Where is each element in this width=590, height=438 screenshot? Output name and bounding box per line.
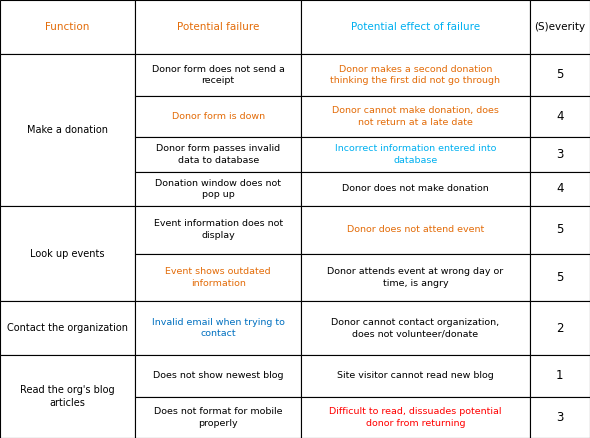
Text: 5: 5 [556, 68, 563, 81]
Text: Difficult to read, dissuades potential
donor from returning: Difficult to read, dissuades potential d… [329, 407, 502, 427]
Bar [135, 254, 301, 301]
Bar [135, 0, 301, 54]
Bar [135, 396, 301, 438]
Bar [135, 355, 301, 396]
Text: Donor cannot contact organization,
does not volunteer/donate: Donor cannot contact organization, does … [332, 318, 500, 339]
Bar [135, 301, 301, 355]
Text: Contact the organization: Contact the organization [7, 323, 128, 333]
Text: Look up events: Look up events [30, 248, 105, 258]
Bar [301, 301, 530, 355]
Bar [530, 254, 590, 301]
Bar [301, 95, 530, 137]
Text: Donor form does not send a
receipt: Donor form does not send a receipt [152, 64, 284, 85]
Text: Site visitor cannot read new blog: Site visitor cannot read new blog [337, 371, 494, 380]
Bar [530, 172, 590, 206]
Bar [0, 54, 135, 206]
Text: 1: 1 [556, 369, 563, 382]
Text: 3: 3 [556, 411, 563, 424]
Text: Incorrect information entered into
database: Incorrect information entered into datab… [335, 144, 496, 165]
Text: Event shows outdated
information: Event shows outdated information [165, 267, 271, 288]
Text: Donor form passes invalid
data to database: Donor form passes invalid data to databa… [156, 144, 280, 165]
Text: 2: 2 [556, 321, 563, 335]
Text: 4: 4 [556, 182, 563, 195]
Text: 5: 5 [556, 223, 563, 237]
Bar [0, 0, 135, 54]
Text: (S)everity: (S)everity [535, 22, 585, 32]
Text: Donation window does not
pop up: Donation window does not pop up [155, 179, 281, 199]
Text: Potential failure: Potential failure [177, 22, 260, 32]
Bar [301, 206, 530, 254]
Text: Event information does not
display: Event information does not display [153, 219, 283, 240]
Bar [530, 95, 590, 137]
Bar [135, 206, 301, 254]
Bar [530, 0, 590, 54]
Text: Invalid email when trying to
contact: Invalid email when trying to contact [152, 318, 284, 339]
Text: 5: 5 [556, 271, 563, 284]
Bar [301, 172, 530, 206]
Text: Donor attends event at wrong day or
time, is angry: Donor attends event at wrong day or time… [327, 267, 504, 288]
Bar [301, 0, 530, 54]
Text: Read the org's blog
articles: Read the org's blog articles [20, 385, 115, 408]
Text: Does not format for mobile
properly: Does not format for mobile properly [154, 407, 283, 427]
Text: Donor form is down: Donor form is down [172, 112, 265, 121]
Bar [135, 172, 301, 206]
Bar [0, 355, 135, 438]
Text: Function: Function [45, 22, 90, 32]
Bar [0, 206, 135, 301]
Bar [301, 355, 530, 396]
Text: Make a donation: Make a donation [27, 125, 108, 135]
Bar [301, 137, 530, 172]
Bar [530, 301, 590, 355]
Bar [135, 54, 301, 95]
Bar [530, 137, 590, 172]
Text: Does not show newest blog: Does not show newest blog [153, 371, 283, 380]
Bar [301, 254, 530, 301]
Bar [530, 355, 590, 396]
Text: Donor cannot make donation, does
not return at a late date: Donor cannot make donation, does not ret… [332, 106, 499, 127]
Text: Donor does not make donation: Donor does not make donation [342, 184, 489, 194]
Bar [530, 54, 590, 95]
Text: Donor makes a second donation
thinking the first did not go through: Donor makes a second donation thinking t… [330, 64, 500, 85]
Bar [135, 137, 301, 172]
Text: 3: 3 [556, 148, 563, 161]
Bar [301, 54, 530, 95]
Bar [135, 95, 301, 137]
Bar [530, 206, 590, 254]
Text: Donor does not attend event: Donor does not attend event [347, 226, 484, 234]
Text: 4: 4 [556, 110, 563, 123]
Bar [301, 396, 530, 438]
Bar [0, 301, 135, 355]
Text: Potential effect of failure: Potential effect of failure [351, 22, 480, 32]
Bar [530, 396, 590, 438]
